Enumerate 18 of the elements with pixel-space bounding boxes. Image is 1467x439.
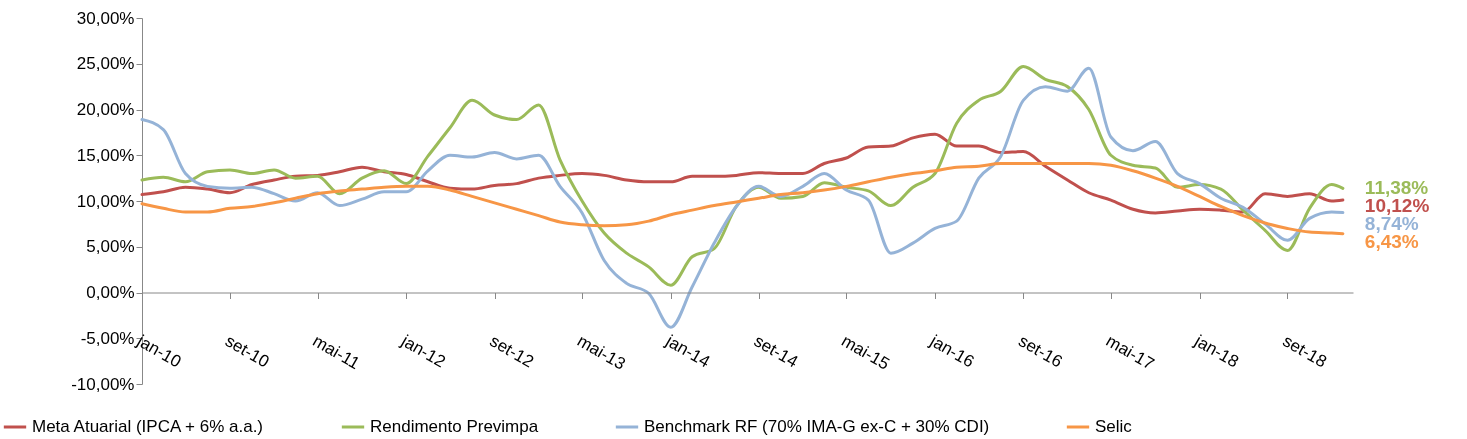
data-label: 11,38% <box>1364 177 1429 199</box>
line-series <box>140 132 1345 215</box>
line-series <box>140 161 1345 236</box>
legend-label: Selic <box>1095 417 1133 436</box>
y-tick-label: 10,00% <box>76 191 135 211</box>
line-series <box>140 66 1345 329</box>
y-tick-label: 25,00% <box>76 54 135 74</box>
y-tick-label: 15,00% <box>76 145 135 165</box>
line-series <box>140 65 1345 287</box>
y-tick-label: 5,00% <box>86 237 135 257</box>
y-tick-label: -5,00% <box>80 328 135 348</box>
y-tick-label: 20,00% <box>76 100 135 119</box>
y-tick-label: 0,00% <box>86 283 135 302</box>
legend-label: Meta Atuarial (IPCA + 6% a.a.) <box>32 417 264 436</box>
legend-label: Rendimento Previmpa <box>370 417 539 436</box>
y-tick-label: -10,00% <box>71 374 135 394</box>
legend-label: Benchmark RF (70% IMA-G ex-C + 30% CDI) <box>644 417 990 436</box>
y-tick-label: 30,00% <box>76 8 135 28</box>
